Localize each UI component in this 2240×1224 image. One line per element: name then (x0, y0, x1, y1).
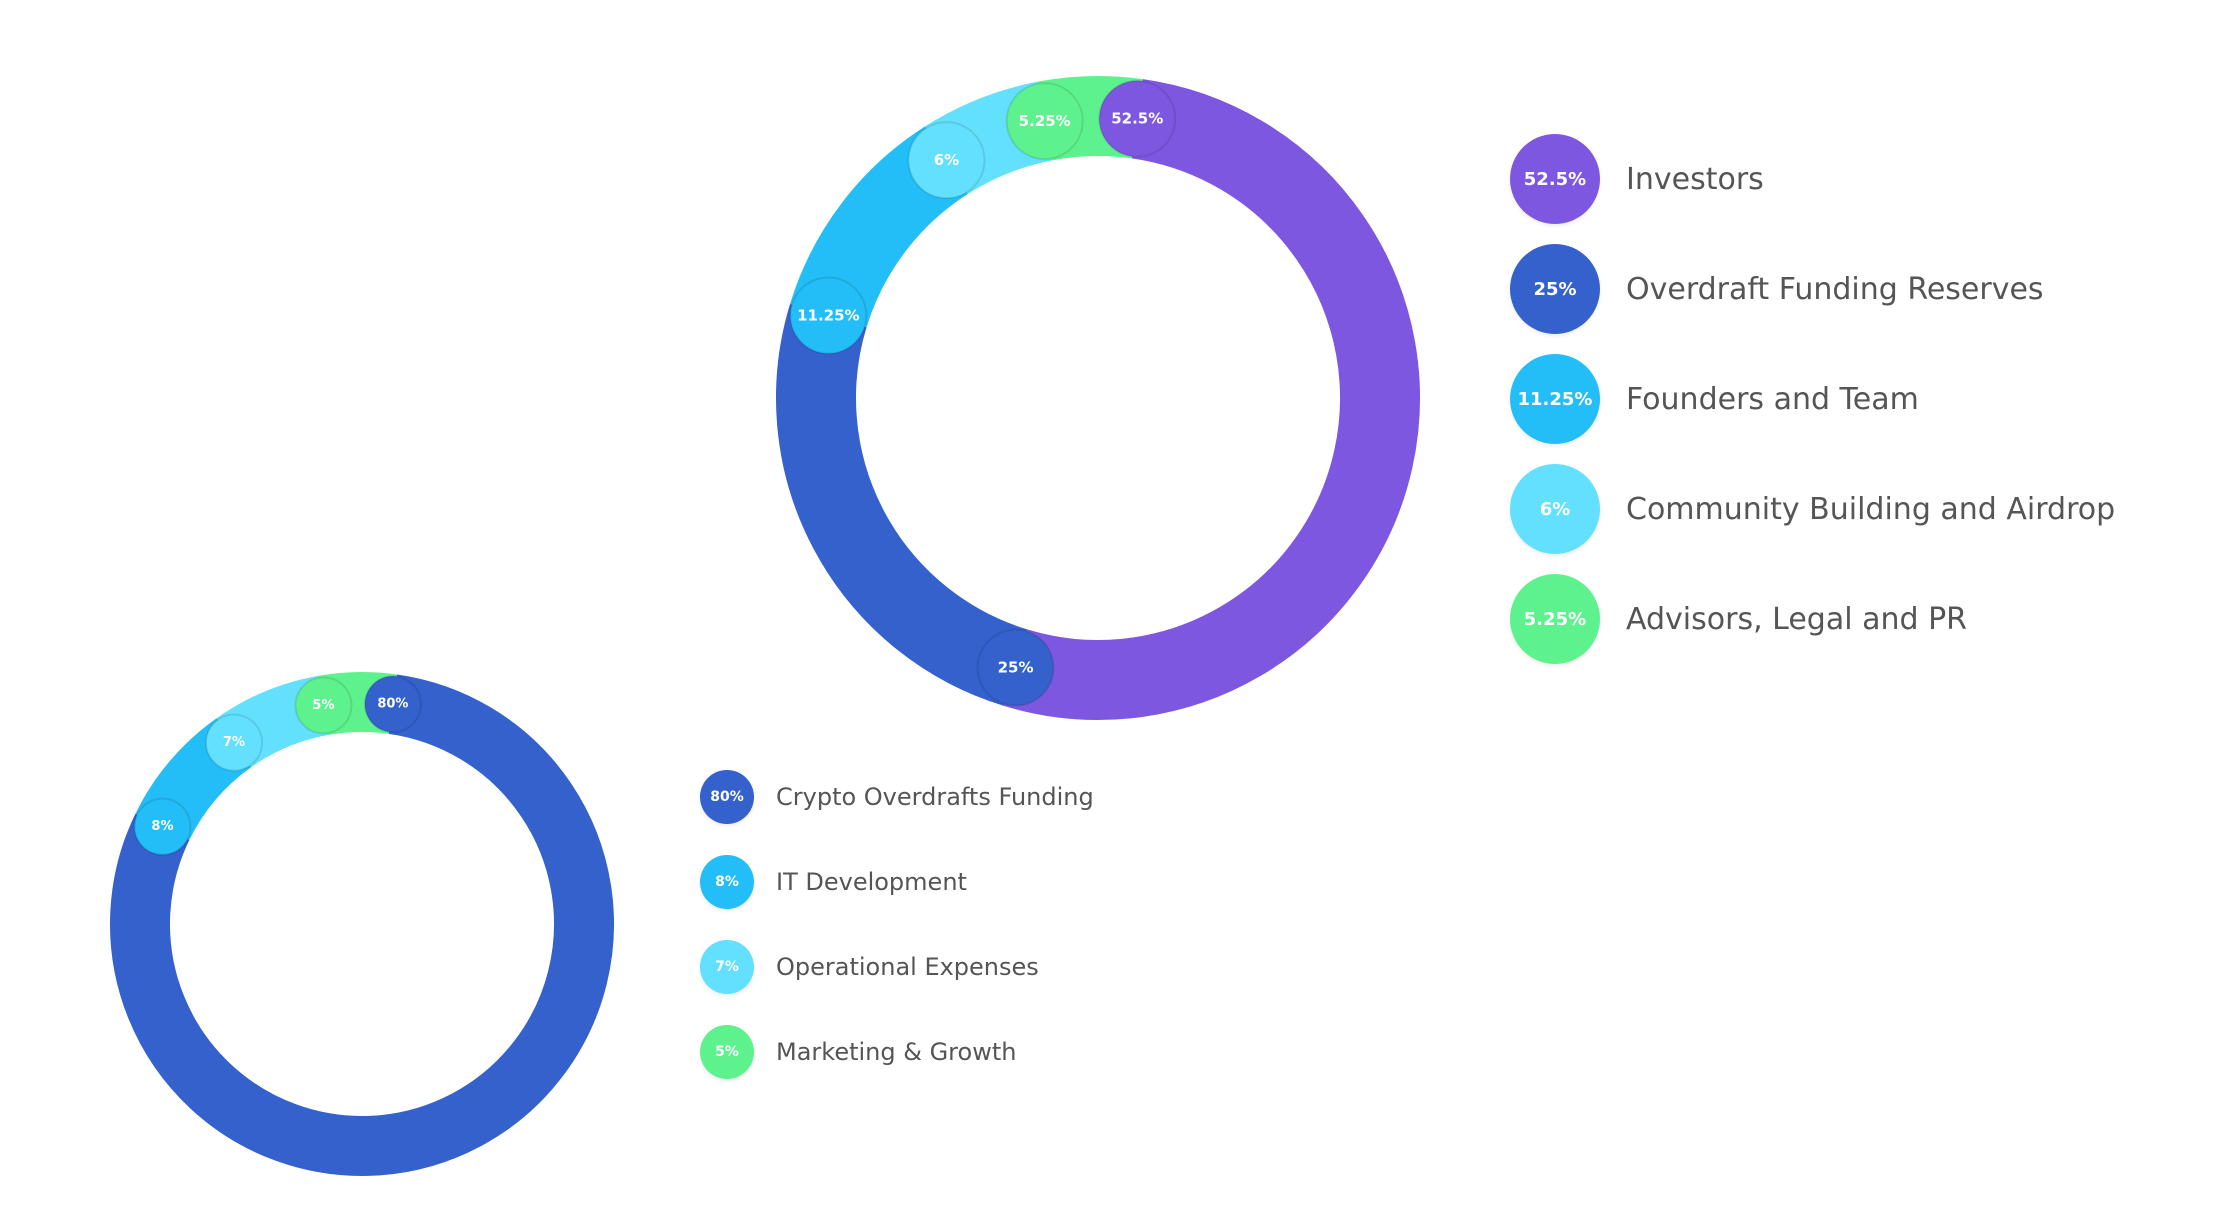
segment-badge-operational-expenses (205, 713, 264, 772)
token-distribution-donut: 52.5% 25% 11.25% 6% 5.25% (776, 76, 1420, 720)
segment-badge-overdraft-funding-reserves (976, 628, 1055, 707)
legend-item-founders-and-team: 11.25% Founders and Team (1510, 354, 2115, 444)
legend-item-advisors-legal-and-pr: 5.25% Advisors, Legal and PR (1510, 574, 2115, 664)
legend-item-investors: 52.5% Investors (1510, 134, 2115, 224)
segment-badge-advisors-legal-and-pr (1005, 82, 1084, 161)
segment-label-founders-and-team: 11.25% (797, 307, 859, 325)
fund-usage-donut: 80% 8% 7% 5% (110, 672, 614, 1176)
legend-percent-badge: 6% (1510, 464, 1600, 554)
legend-percent-badge: 80% (700, 770, 754, 824)
legend-label: Operational Expenses (776, 953, 1039, 981)
segment-badge-founders-and-team (789, 276, 868, 355)
segment-label-it-development: 8% (151, 819, 173, 834)
segment-badge-marketing-and-growth (294, 676, 353, 735)
legend-item-crypto-overdrafts-funding: 80% Crypto Overdrafts Funding (700, 770, 1094, 824)
segment-label-overdraft-funding-reserves: 25% (998, 659, 1034, 677)
legend-percent-badge: 5.25% (1510, 574, 1600, 664)
legend-label: Marketing & Growth (776, 1038, 1017, 1066)
legend-label: Crypto Overdrafts Funding (776, 783, 1094, 811)
segment-badge-investors (1098, 79, 1177, 158)
segment-label-marketing-and-growth: 5% (312, 698, 334, 713)
segment-label-advisors-legal-and-pr: 5.25% (1019, 112, 1071, 130)
legend-label: IT Development (776, 868, 967, 896)
legend-item-it-development: 8% IT Development (700, 855, 1094, 909)
legend-item-community-building-and-airdrop: 6% Community Building and Airdrop (1510, 464, 2115, 554)
legend-percent-badge: 52.5% (1510, 134, 1600, 224)
donut-segment-investors (1003, 79, 1420, 720)
legend-item-marketing-and-growth: 5% Marketing & Growth (700, 1025, 1094, 1079)
legend-percent-badge: 8% (700, 855, 754, 909)
legend-item-overdraft-funding-reserves: 25% Overdraft Funding Reserves (1510, 244, 2115, 334)
legend-label: Advisors, Legal and PR (1626, 601, 1968, 637)
donut-segment-overdraft-funding-reserves (776, 303, 1028, 706)
segment-label-investors: 52.5% (1111, 110, 1163, 128)
segment-label-operational-expenses: 7% (223, 735, 245, 750)
segment-label-crypto-overdrafts-funding: 80% (377, 697, 408, 712)
legend-percent-badge: 7% (700, 940, 754, 994)
legend-label: Founders and Team (1626, 381, 1919, 417)
segment-badge-crypto-overdrafts-funding (363, 675, 422, 734)
segment-label-community-building-and-airdrop: 6% (934, 151, 959, 169)
donut-segment-crypto-overdrafts-funding (110, 674, 614, 1176)
legend-label: Investors (1626, 161, 1764, 197)
legend-label: Overdraft Funding Reserves (1626, 271, 2044, 307)
fund-usage-legend: 80% Crypto Overdrafts Funding 8% IT Develop… (700, 770, 1094, 1110)
legend-label: Community Building and Airdrop (1626, 491, 2116, 527)
legend-item-operational-expenses: 7% Operational Expenses (700, 940, 1094, 994)
legend-percent-badge: 11.25% (1510, 354, 1600, 444)
legend-percent-badge: 5% (700, 1025, 754, 1079)
legend-percent-badge: 25% (1510, 244, 1600, 334)
segment-badge-community-building-and-airdrop (907, 121, 986, 200)
token-distribution-legend: 52.5% Investors 25% Overdraft Funding Reser… (1510, 134, 2115, 684)
segment-badge-it-development (133, 797, 192, 856)
